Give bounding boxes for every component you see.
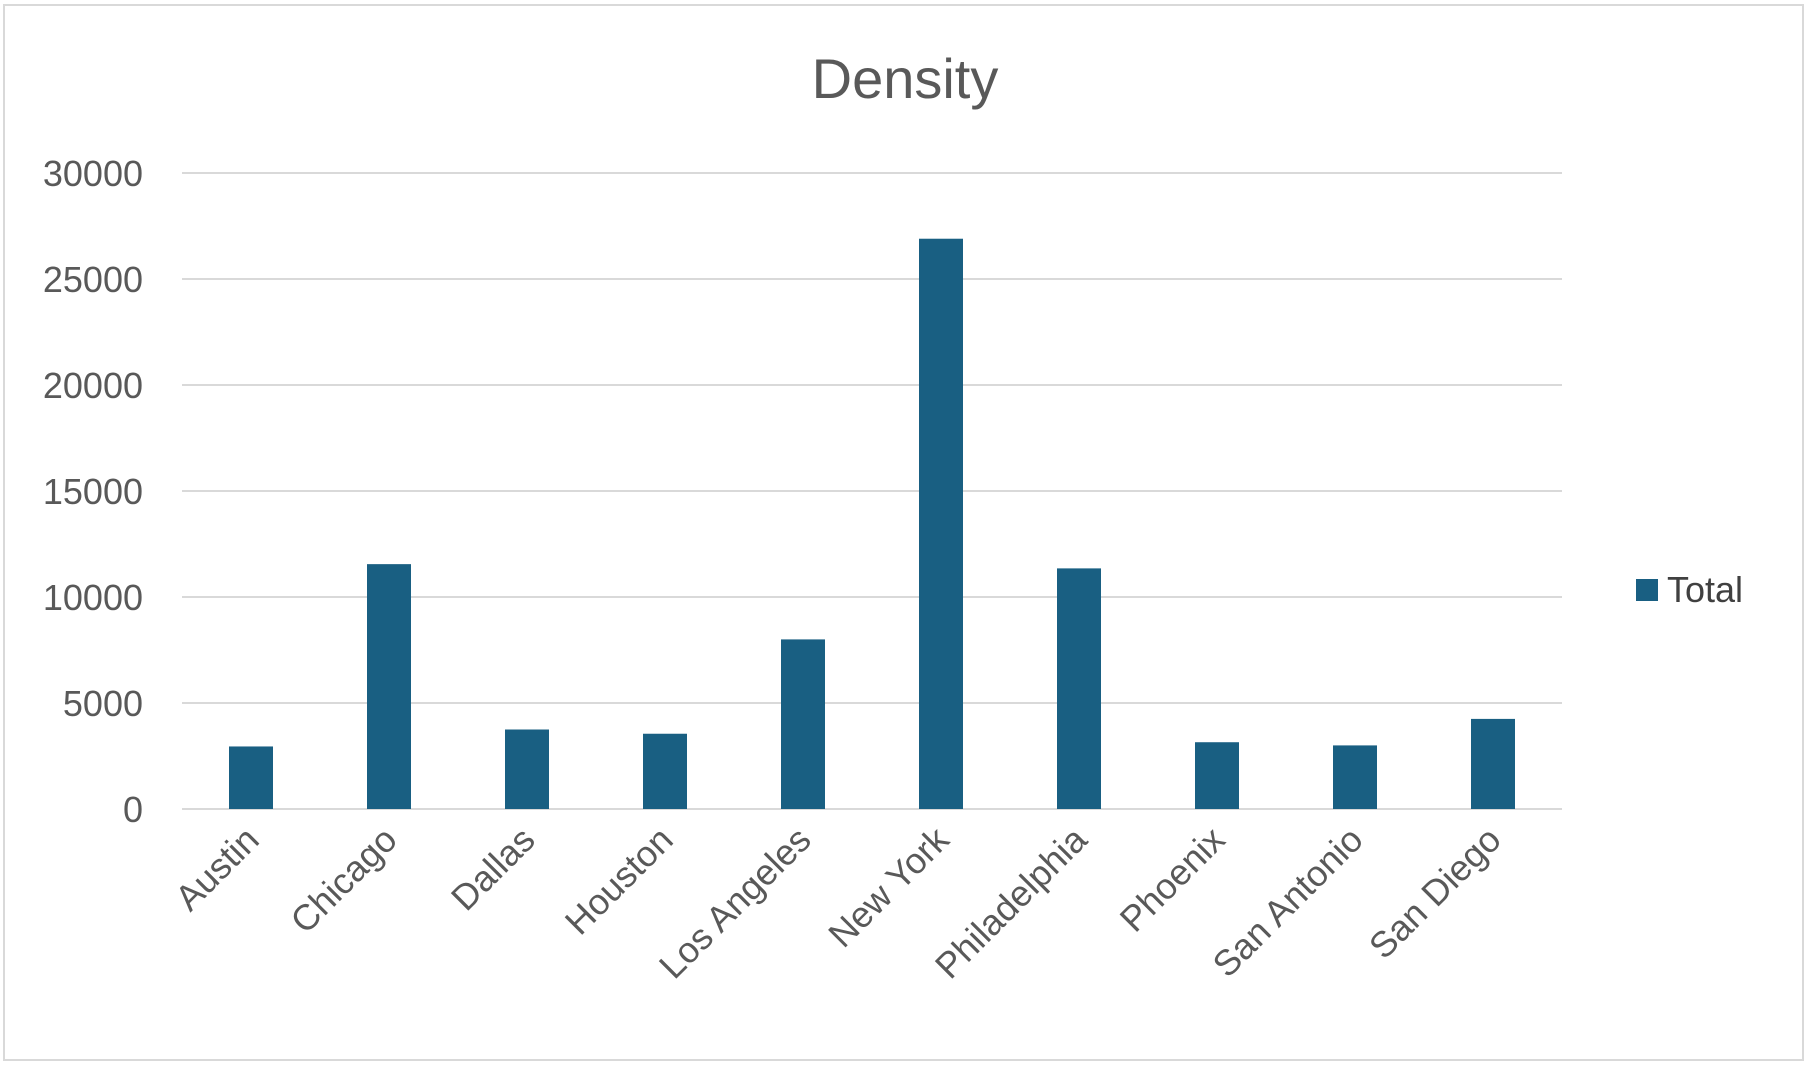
chart-title: Density [812,47,999,110]
bar [643,733,687,809]
y-tick-label: 15000 [43,471,143,512]
y-tick-label: 0 [123,789,143,830]
x-tick-label: Chicago [282,819,404,941]
legend-label: Total [1667,569,1743,610]
bar [229,746,273,809]
x-tick-label: San Diego [1361,819,1509,967]
x-tick-label: Dallas [443,819,543,919]
bar [1471,718,1515,809]
bar [1195,742,1239,809]
legend-swatch [1636,579,1658,601]
bar [781,639,825,809]
x-tick-label: Austin [167,819,267,919]
legend: Total [1636,569,1743,610]
bars [229,238,1515,810]
x-tick-label: San Antonio [1204,819,1370,985]
y-tick-label: 10000 [43,577,143,618]
gridlines [182,172,1562,810]
x-tick-label: Phoenix [1112,819,1233,940]
x-tick-label: New York [820,818,957,955]
y-axis-ticks: 0 5000 10000 15000 20000 25000 30000 [43,153,143,830]
y-tick-label: 20000 [43,365,143,406]
bar [367,564,411,809]
bar [919,238,963,810]
y-tick-label: 30000 [43,153,143,194]
x-tick-label: Houston [557,819,681,943]
bar [1057,568,1101,809]
y-tick-label: 5000 [63,683,143,724]
chart-area [3,4,1804,1061]
bar [505,729,549,809]
bar [1333,745,1377,809]
y-tick-label: 25000 [43,259,143,300]
